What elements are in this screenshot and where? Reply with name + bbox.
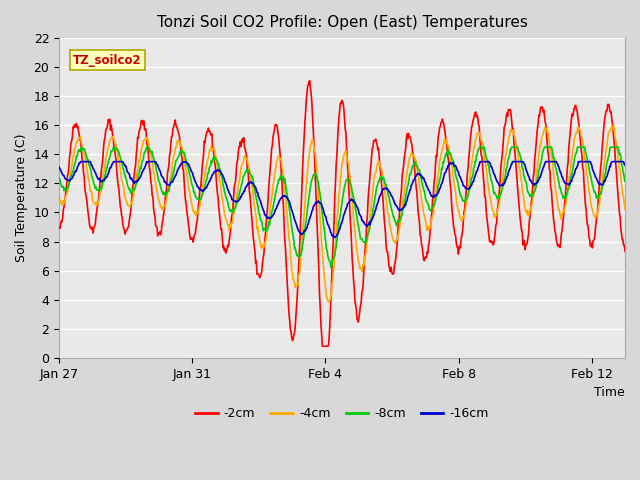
Legend: -2cm, -4cm, -8cm, -16cm: -2cm, -4cm, -8cm, -16cm (190, 402, 494, 425)
Text: TZ_soilco2: TZ_soilco2 (74, 54, 142, 67)
X-axis label: Time: Time (595, 386, 625, 399)
Y-axis label: Soil Temperature (C): Soil Temperature (C) (15, 134, 28, 262)
Title: Tonzi Soil CO2 Profile: Open (East) Temperatures: Tonzi Soil CO2 Profile: Open (East) Temp… (157, 15, 527, 30)
